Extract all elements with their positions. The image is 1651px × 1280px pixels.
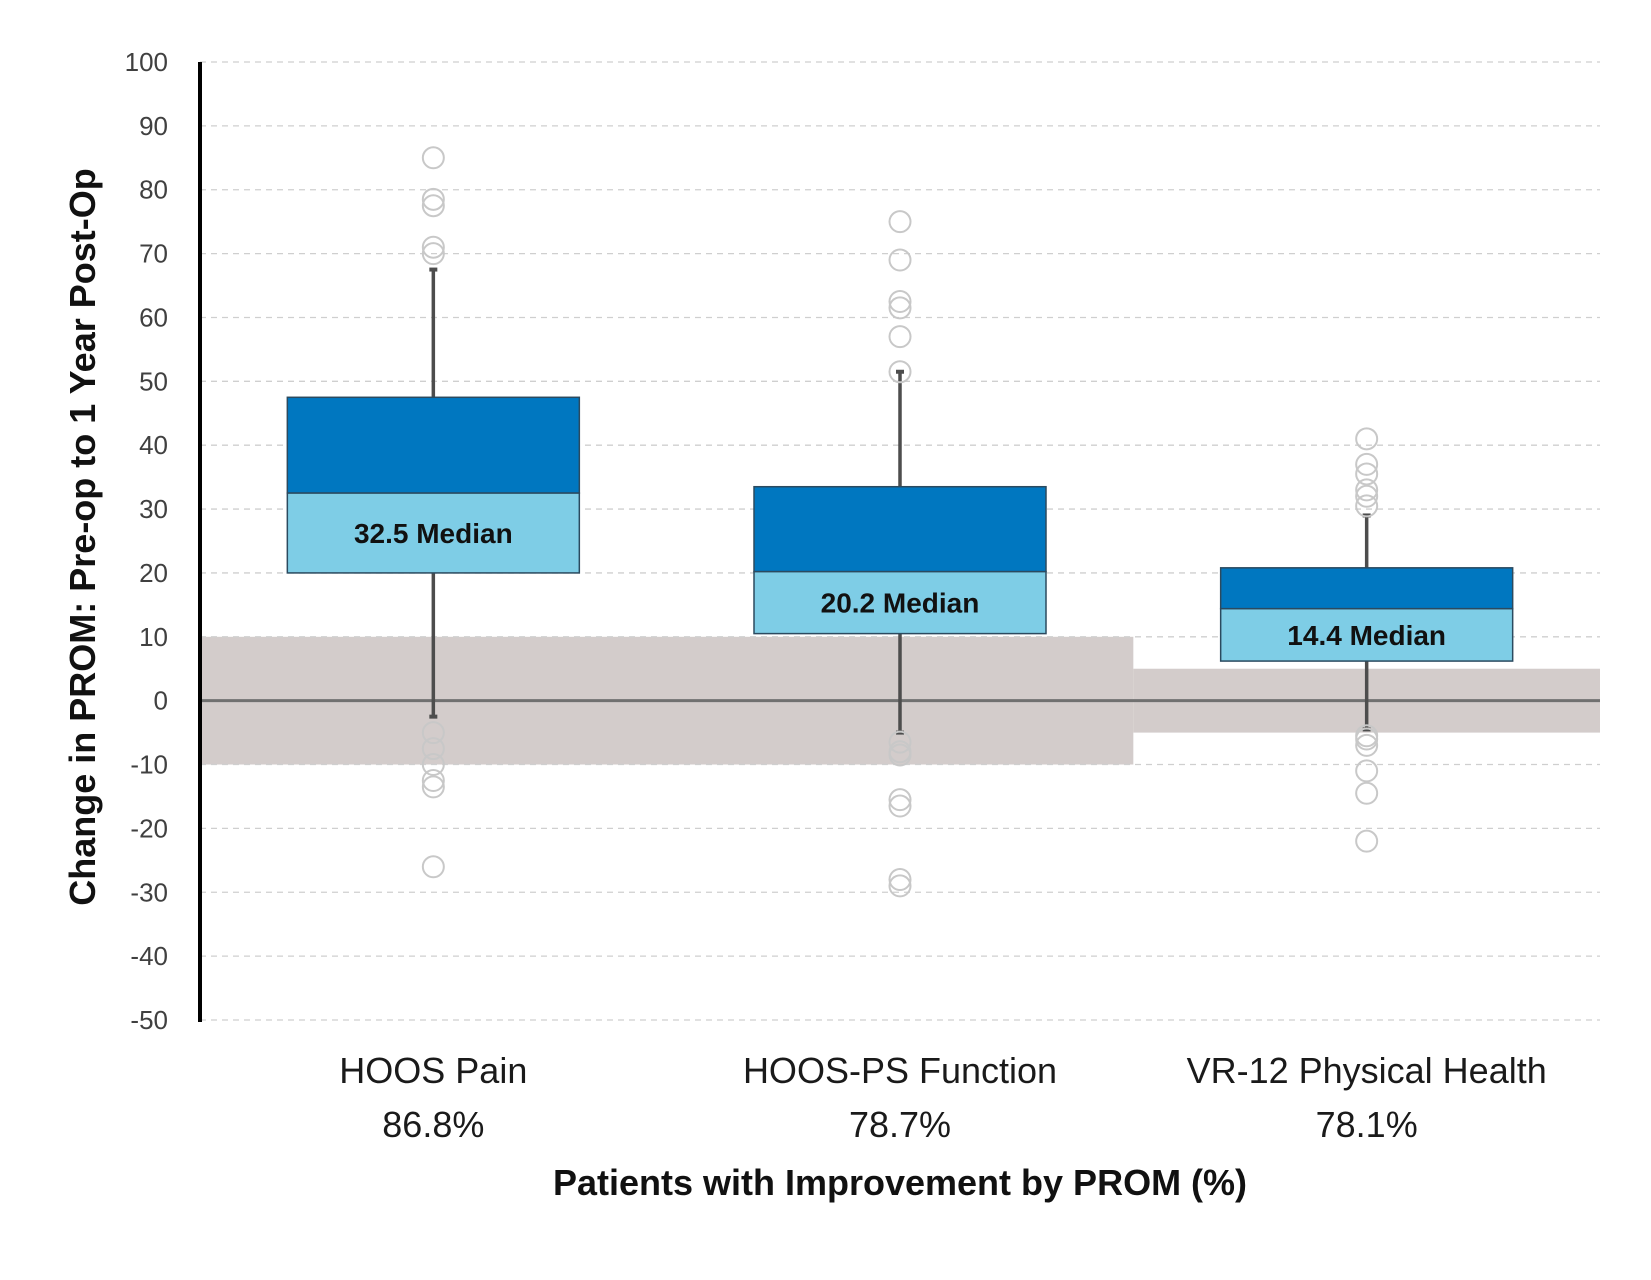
outlier-point: [888, 788, 912, 812]
y-tick-label: 100: [125, 47, 168, 77]
median-label: 20.2 Median: [821, 588, 980, 619]
outlier-point: [1355, 829, 1379, 853]
y-tick-label: 20: [139, 558, 168, 588]
outlier-point: [421, 855, 445, 879]
outlier-point: [888, 867, 912, 891]
outlier-point: [1355, 733, 1379, 757]
outlier-point: [421, 187, 445, 211]
y-tick-label: -30: [130, 877, 168, 907]
y-tick-label: 70: [139, 239, 168, 269]
outlier-point: [1355, 427, 1379, 451]
outlier-point: [888, 730, 912, 754]
y-tick-label: 0: [154, 686, 168, 716]
outliers: [421, 146, 1379, 898]
category-label: HOOS Pain: [339, 1050, 527, 1091]
y-axis-title: Change in PROM: Pre-op to 1 Year Post-Op: [62, 168, 103, 905]
outlier-point: [1355, 462, 1379, 486]
boxes: 32.5 Median 20.2 Median 14.4 Median: [286, 396, 1514, 662]
category-percent: 78.1%: [1316, 1104, 1418, 1145]
y-tick-label: -10: [130, 750, 168, 780]
y-tick-label: 60: [139, 302, 168, 332]
y-tick-label: 50: [139, 366, 168, 396]
y-tick-label: -20: [130, 813, 168, 843]
outlier-point: [888, 296, 912, 320]
x-axis-title: Patients with Improvement by PROM (%): [553, 1162, 1247, 1203]
outlier-point: [888, 743, 912, 767]
median-label: 32.5 Median: [354, 518, 513, 549]
y-tick-label: 30: [139, 494, 168, 524]
outlier-point: [421, 775, 445, 799]
outlier-point: [421, 737, 445, 761]
outlier-point: [888, 360, 912, 384]
box-lower-quartile: [1219, 607, 1514, 662]
y-tick-label: 90: [139, 111, 168, 141]
category-percent: 78.7%: [849, 1104, 951, 1145]
outlier-point: [888, 325, 912, 349]
outlier-point: [1355, 452, 1379, 476]
y-tick-label: 80: [139, 175, 168, 205]
category-label: VR-12 Physical Health: [1187, 1050, 1547, 1091]
y-tick-label: -40: [130, 941, 168, 971]
y-tick-label: 10: [139, 622, 168, 652]
outlier-point: [421, 721, 445, 745]
category-percent: 86.8%: [382, 1104, 484, 1145]
outlier-point: [888, 874, 912, 898]
outlier-point: [888, 290, 912, 313]
category-label: HOOS-PS Function: [743, 1050, 1057, 1091]
outlier-point: [421, 194, 445, 218]
box-upper-quartile: [753, 485, 1047, 573]
box-lower-quartile: [286, 492, 581, 574]
box-upper-quartile: [286, 396, 581, 494]
y-tick-label: -50: [130, 1005, 168, 1035]
outlier-point: [888, 794, 912, 818]
outlier-point: [421, 235, 445, 259]
outlier-point: [1355, 759, 1379, 783]
y-tick-label: 40: [139, 430, 168, 460]
median-label: 14.4 Median: [1287, 620, 1446, 651]
outlier-point: [421, 146, 445, 170]
outlier-point: [421, 753, 445, 777]
outlier-point: [421, 242, 445, 266]
outlier-point: [1355, 494, 1379, 518]
labels: Change in PROM: Pre-op to 1 Year Post-Op…: [62, 168, 1547, 1203]
outlier-point: [1355, 781, 1379, 805]
outlier-point: [888, 210, 912, 234]
box-lower-quartile: [753, 570, 1047, 635]
outlier-point: [421, 769, 445, 792]
outlier-point: [888, 248, 912, 272]
outlier-point: [1355, 727, 1379, 751]
box-upper-quartile: [1219, 567, 1514, 610]
outlier-point: [1355, 478, 1379, 502]
outlier-point: [1355, 484, 1379, 508]
